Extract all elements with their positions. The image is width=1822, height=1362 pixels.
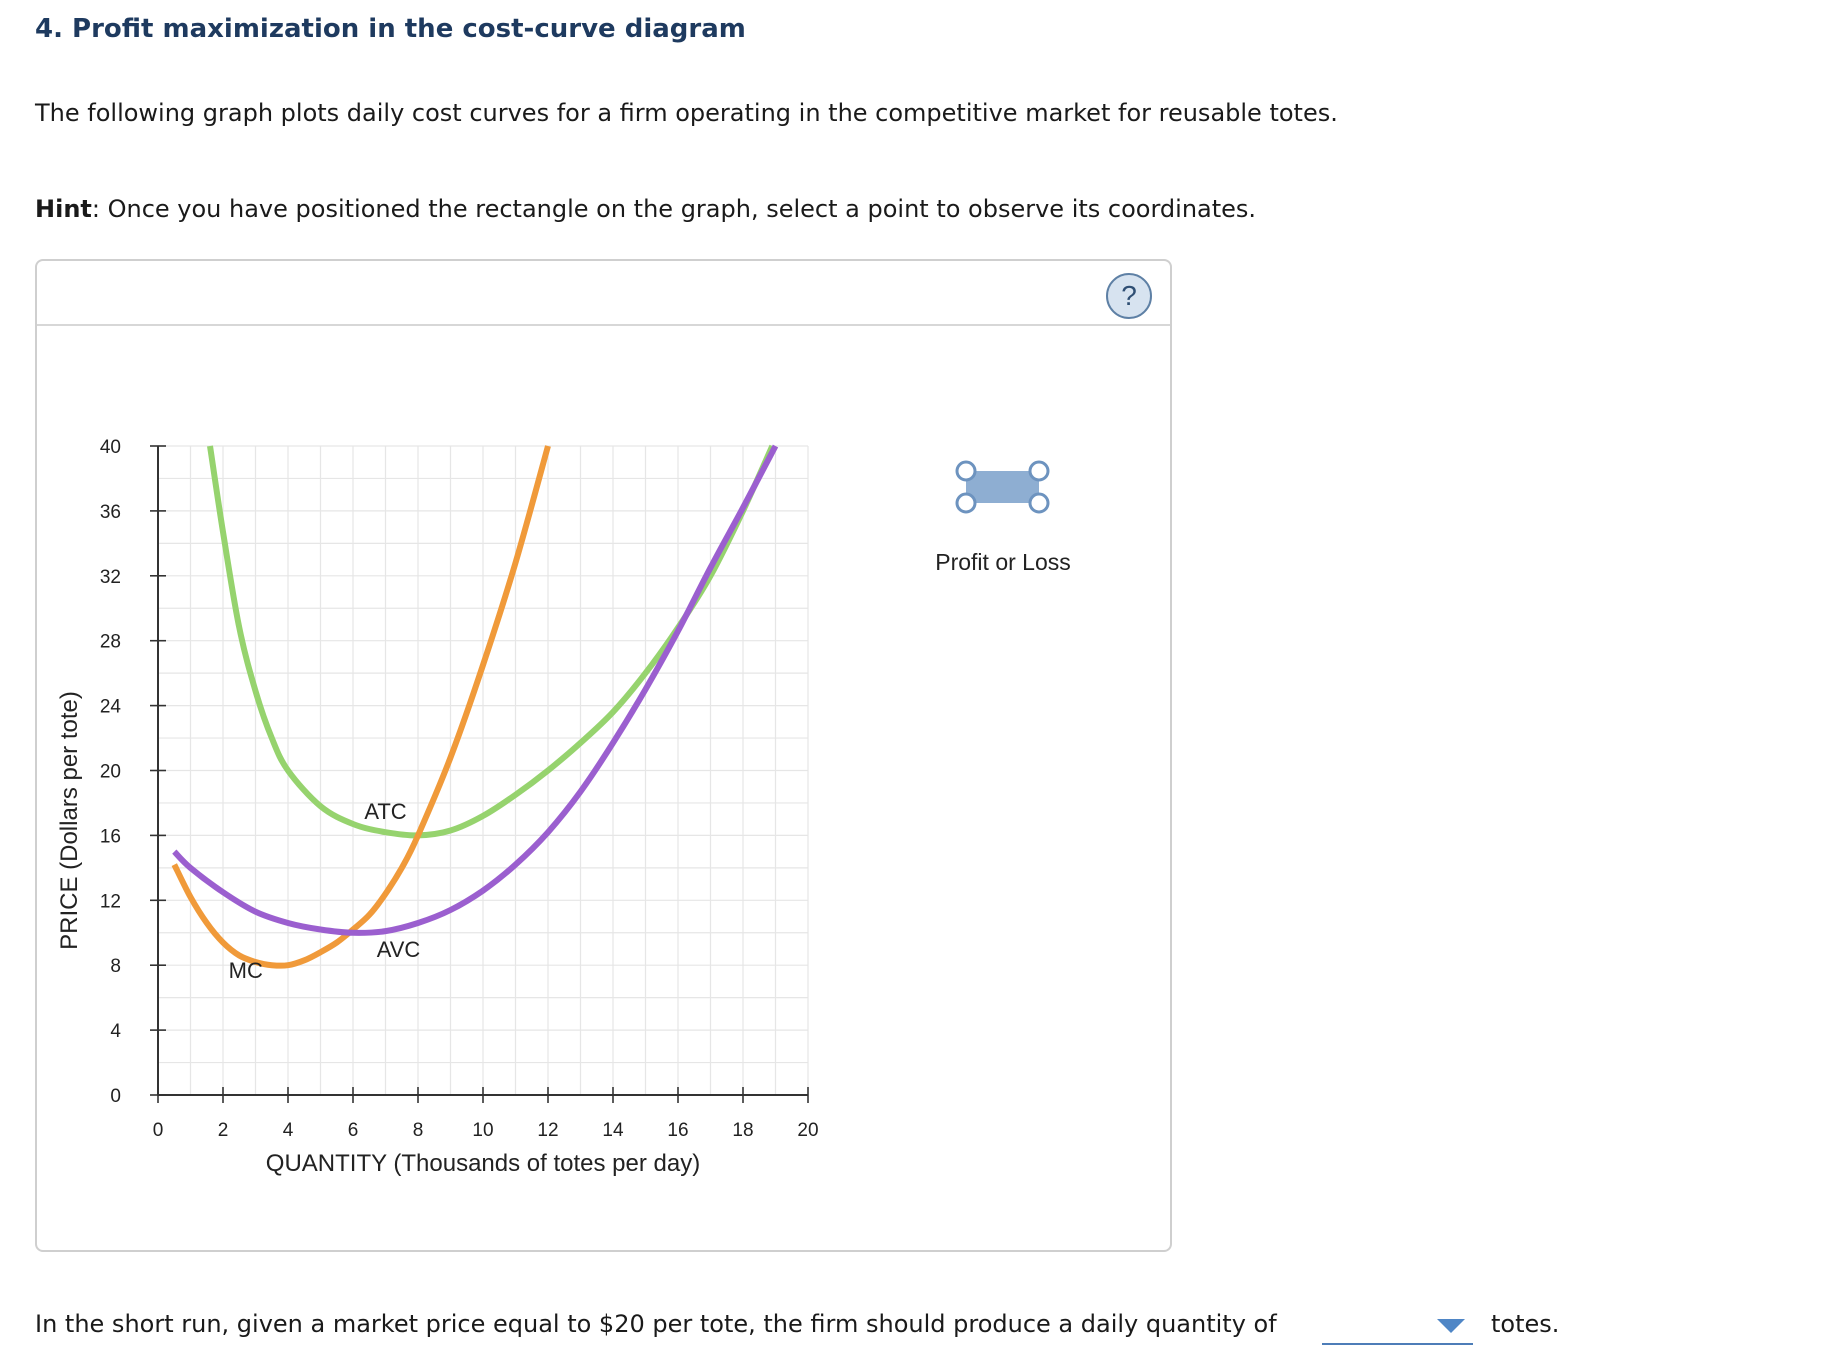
y-tick-label: 16 (100, 826, 121, 847)
y-tick-label: 28 (100, 632, 121, 653)
rectangle-handle[interactable] (1028, 492, 1050, 514)
y-tick-label: 40 (100, 437, 121, 458)
hint-body: : Once you have positioned the rectangle… (91, 195, 1257, 223)
y-tick-label: 36 (100, 502, 121, 523)
unit-label: totes. (1491, 1310, 1560, 1338)
x-tick-label: 20 (797, 1120, 818, 1141)
x-tick-label: 14 (602, 1120, 624, 1141)
x-tick-label: 18 (732, 1120, 753, 1141)
profit-loss-rectangle[interactable] (966, 471, 1039, 503)
chevron-down-icon[interactable] (1437, 1319, 1465, 1333)
curve-label-atc: ATC (364, 799, 406, 824)
y-tick-label: 4 (110, 1021, 121, 1042)
label-layer: ATC MC AVC (229, 799, 421, 983)
y-tick-label: 8 (110, 956, 121, 977)
x-tick-label: 12 (537, 1120, 558, 1141)
page-title: 4. Profit maximization in the cost-curve… (35, 14, 746, 44)
panel-divider (37, 324, 1170, 326)
x-tick-label: 4 (283, 1120, 294, 1141)
y-tick-label: 0 (110, 1086, 121, 1107)
x-tick-label: 2 (218, 1120, 229, 1141)
hint-text: Hint: Once you have positioned the recta… (35, 195, 1256, 223)
avc-curve[interactable] (172, 444, 779, 936)
profit-loss-label: Profit or Loss (935, 549, 1071, 575)
question-text: In the short run, given a market price e… (35, 1310, 1277, 1338)
grid-layer (158, 445, 809, 1095)
curve-label-mc: MC (229, 958, 263, 983)
x-tick-label: 0 (153, 1120, 164, 1141)
y-tick-label: 32 (100, 567, 121, 588)
x-tick-label: 6 (348, 1120, 359, 1141)
mc-curve[interactable] (171, 445, 551, 969)
y-axis-title: PRICE (Dollars per tote) (56, 691, 83, 950)
x-axis-title: QUANTITY (Thousands of totes per day) (266, 1150, 700, 1177)
x-tick-label: 8 (413, 1120, 424, 1141)
rectangle-handle[interactable] (955, 492, 977, 514)
curve-layer[interactable] (171, 444, 779, 969)
hint-label: Hint (35, 195, 92, 223)
curve-label-avc: AVC (377, 937, 421, 962)
y-tick-label: 12 (100, 891, 121, 912)
intro-text: The following graph plots daily cost cur… (35, 99, 1338, 127)
rectangle-handle[interactable] (955, 460, 977, 482)
x-tick-label: 10 (472, 1120, 493, 1141)
profit-loss-tool[interactable]: Profit or Loss (935, 460, 1071, 575)
help-button[interactable]: ? (1106, 273, 1152, 319)
y-tick-label: 24 (100, 697, 122, 718)
x-tick-label: 16 (667, 1120, 688, 1141)
rectangle-handle[interactable] (1028, 460, 1050, 482)
quantity-dropdown[interactable] (1322, 1311, 1473, 1345)
y-tick-label: 20 (100, 762, 121, 783)
